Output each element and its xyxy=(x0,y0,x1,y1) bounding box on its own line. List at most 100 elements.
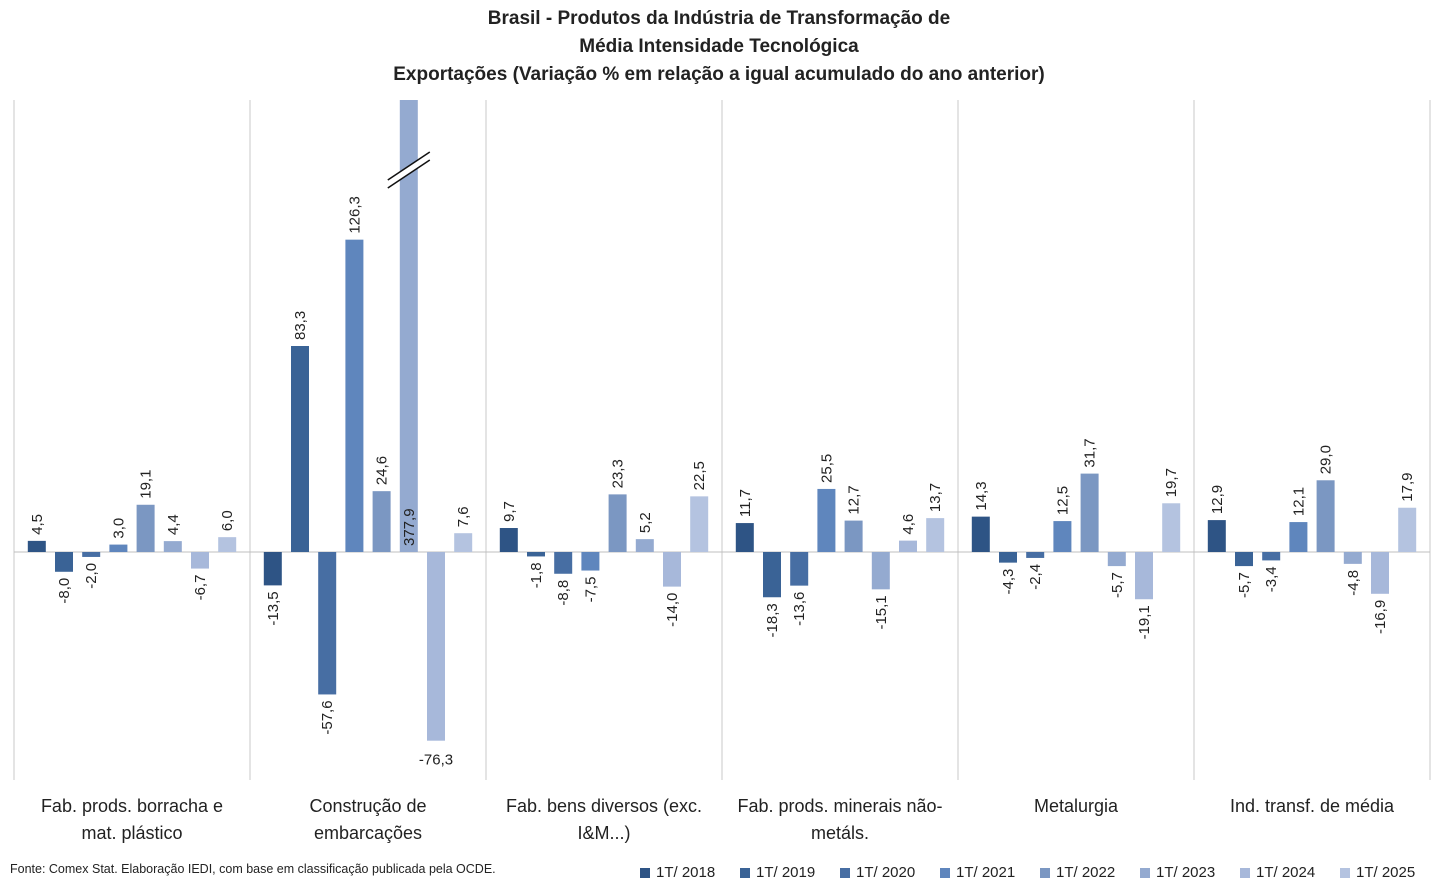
value-label: -13,6 xyxy=(791,592,808,626)
bar xyxy=(844,520,863,552)
category-label: Construção de xyxy=(309,796,426,816)
value-label: 9,7 xyxy=(501,501,518,522)
legend-swatch xyxy=(1340,867,1350,878)
bar xyxy=(163,541,182,552)
bar xyxy=(1162,503,1181,552)
legend-label: 1T/ 2025 xyxy=(1356,864,1416,881)
value-label: -4,3 xyxy=(1000,569,1017,595)
value-label: 13,7 xyxy=(927,483,944,512)
bar xyxy=(871,552,890,590)
value-label: 7,6 xyxy=(455,506,472,527)
category-label: metáls. xyxy=(811,823,869,843)
bar xyxy=(499,528,518,552)
legend-swatch xyxy=(1140,867,1150,878)
axis-break-line xyxy=(387,159,431,189)
value-label: -76,3 xyxy=(419,752,453,769)
legend-item: 1T/ 2024 xyxy=(1240,864,1340,881)
bar xyxy=(372,491,391,552)
bar xyxy=(1316,480,1335,552)
bar xyxy=(218,537,237,552)
value-label: -15,1 xyxy=(873,595,890,629)
legend-label: 1T/ 2018 xyxy=(656,864,716,881)
value-label: 3,0 xyxy=(110,518,127,539)
legend: 1T/ 2018 1T/ 2019 1T/ 2020 1T/ 2021 1T/ 2022… xyxy=(640,864,1438,881)
value-label: -5,7 xyxy=(1109,572,1126,598)
bar xyxy=(454,533,473,552)
value-label: -6,7 xyxy=(192,575,209,601)
legend-label: 1T/ 2023 xyxy=(1156,864,1216,881)
bar xyxy=(608,494,627,552)
bar xyxy=(1080,473,1099,552)
bar xyxy=(926,518,945,552)
value-label: -16,9 xyxy=(1372,600,1389,634)
value-label: 4,4 xyxy=(165,514,182,535)
bar xyxy=(581,552,600,571)
axis-break-line xyxy=(387,151,431,181)
bar xyxy=(263,552,282,586)
value-label: 83,3 xyxy=(292,311,309,340)
value-label: -18,3 xyxy=(764,603,781,637)
chart-title-line-2: Média Intensidade Tecnológica xyxy=(579,36,859,57)
value-label: -14,0 xyxy=(664,593,681,627)
bar xyxy=(1371,552,1389,594)
legend-item: 1T/ 2021 xyxy=(940,864,1040,881)
value-label: 4,5 xyxy=(29,514,46,535)
value-label: -7,5 xyxy=(582,577,599,603)
bar xyxy=(554,552,573,574)
bar xyxy=(1107,552,1126,567)
value-label: -8,0 xyxy=(56,578,73,604)
bar xyxy=(663,552,681,587)
bar xyxy=(109,544,128,552)
bar xyxy=(291,346,309,552)
value-label: -57,6 xyxy=(319,700,336,734)
legend-item: 1T/ 2023 xyxy=(1140,864,1240,881)
value-label: 31,7 xyxy=(1082,438,1099,467)
legend-label: 1T/ 2020 xyxy=(856,864,916,881)
value-label: 5,2 xyxy=(637,512,654,533)
legend-swatch xyxy=(840,867,850,878)
bar xyxy=(690,496,709,552)
bar xyxy=(1398,507,1417,552)
legend-swatch xyxy=(940,867,950,878)
value-label: -2,4 xyxy=(1027,564,1044,590)
bar xyxy=(635,539,654,552)
bar xyxy=(136,504,155,552)
bar xyxy=(899,540,917,552)
value-label: -4,8 xyxy=(1345,570,1362,596)
value-label: 25,5 xyxy=(818,454,835,483)
value-label: 12,1 xyxy=(1290,487,1307,516)
axis-break-gap xyxy=(385,153,432,187)
bar xyxy=(817,488,836,552)
bar xyxy=(82,552,101,557)
bar xyxy=(1262,552,1281,561)
value-label: 12,5 xyxy=(1054,486,1071,515)
value-label: -19,1 xyxy=(1136,605,1153,639)
legend-swatch xyxy=(1240,867,1250,878)
bar xyxy=(318,552,337,695)
category-label: Metalurgia xyxy=(1034,796,1119,816)
legend-item: 1T/ 2025 xyxy=(1340,864,1438,881)
value-label: 23,3 xyxy=(610,459,627,488)
value-label: -3,4 xyxy=(1263,566,1280,592)
legend-swatch xyxy=(1040,867,1050,878)
bar xyxy=(1135,552,1153,600)
legend-item: 1T/ 2019 xyxy=(740,864,840,881)
category-label: I&M...) xyxy=(578,823,631,843)
bar xyxy=(27,540,46,552)
value-label: 12,7 xyxy=(846,485,863,514)
value-label: 19,1 xyxy=(138,470,155,499)
bar xyxy=(1026,552,1045,558)
category-label: Fab. bens diversos (exc. xyxy=(506,796,702,816)
value-label: 4,6 xyxy=(900,514,917,535)
bar xyxy=(971,516,990,552)
legend-label: 1T/ 2024 xyxy=(1256,864,1316,881)
value-label: -1,8 xyxy=(528,562,545,588)
value-label: 24,6 xyxy=(374,456,391,485)
value-label: -2,0 xyxy=(83,563,100,589)
value-label: 17,9 xyxy=(1399,473,1416,502)
legend-swatch xyxy=(640,867,650,878)
legend-item: 1T/ 2018 xyxy=(640,864,740,881)
bar xyxy=(345,239,364,552)
chart-title-line-1: Brasil - Produtos da Indústria de Transf… xyxy=(487,8,951,29)
